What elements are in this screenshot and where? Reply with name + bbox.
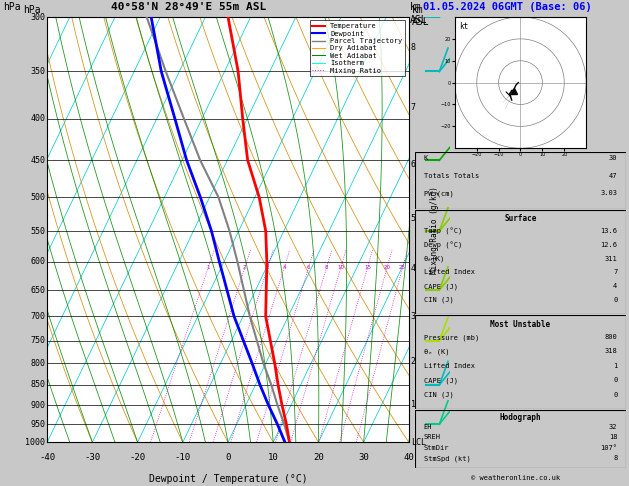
Text: 20: 20 xyxy=(384,265,391,270)
Text: kt: kt xyxy=(459,22,468,31)
Text: -40: -40 xyxy=(39,453,55,462)
Text: StmDir: StmDir xyxy=(423,445,449,451)
Text: 7: 7 xyxy=(411,104,416,112)
Text: EH: EH xyxy=(423,423,432,430)
Text: 3.03: 3.03 xyxy=(601,191,618,196)
Text: 350: 350 xyxy=(30,67,45,76)
Text: Lifted Index: Lifted Index xyxy=(423,363,474,369)
Text: 20: 20 xyxy=(313,453,324,462)
Text: 2: 2 xyxy=(243,265,247,270)
Legend: Temperature, Dewpoint, Parcel Trajectory, Dry Adiabat, Wet Adiabat, Isotherm, Mi: Temperature, Dewpoint, Parcel Trajectory… xyxy=(309,20,405,76)
Text: Mixing Ratio (g/kg): Mixing Ratio (g/kg) xyxy=(430,186,438,274)
Text: 0: 0 xyxy=(613,392,618,398)
Text: 800: 800 xyxy=(30,359,45,368)
Text: 850: 850 xyxy=(30,381,45,389)
Text: hPa: hPa xyxy=(3,2,21,13)
Text: 1: 1 xyxy=(411,400,416,409)
Text: θₑ (K): θₑ (K) xyxy=(423,348,449,355)
Text: 700: 700 xyxy=(30,312,45,321)
Text: 8: 8 xyxy=(411,43,416,52)
Text: 7: 7 xyxy=(613,269,618,276)
Text: 47: 47 xyxy=(609,173,618,179)
Text: SREH: SREH xyxy=(423,434,440,440)
Text: CIN (J): CIN (J) xyxy=(423,392,454,398)
Text: 500: 500 xyxy=(30,193,45,202)
Text: 01.05.2024 06GMT (Base: 06): 01.05.2024 06GMT (Base: 06) xyxy=(423,2,591,13)
Text: 40°58'N 28°49'E 55m ASL: 40°58'N 28°49'E 55m ASL xyxy=(111,2,266,13)
Text: 30: 30 xyxy=(609,155,618,161)
Text: 950: 950 xyxy=(30,419,45,429)
Text: 4: 4 xyxy=(282,265,286,270)
Text: CAPE (J): CAPE (J) xyxy=(423,377,457,383)
Text: 10: 10 xyxy=(337,265,344,270)
Text: 10: 10 xyxy=(268,453,279,462)
Text: 1: 1 xyxy=(206,265,210,270)
Text: 750: 750 xyxy=(30,336,45,345)
Text: 5: 5 xyxy=(411,213,416,223)
Text: 30: 30 xyxy=(359,453,369,462)
Text: ASL: ASL xyxy=(412,17,430,27)
Text: 400: 400 xyxy=(30,114,45,123)
Text: km: km xyxy=(412,4,424,15)
Text: 8: 8 xyxy=(613,455,618,461)
Text: Surface: Surface xyxy=(504,214,537,224)
Text: 13.6: 13.6 xyxy=(601,228,618,234)
Text: 900: 900 xyxy=(30,400,45,410)
Text: Dewpoint / Temperature (°C): Dewpoint / Temperature (°C) xyxy=(148,474,308,484)
Text: 650: 650 xyxy=(30,286,45,295)
Text: 8: 8 xyxy=(325,265,328,270)
Text: LCL: LCL xyxy=(411,438,426,447)
Text: Totals Totals: Totals Totals xyxy=(423,173,479,179)
Text: 6: 6 xyxy=(307,265,310,270)
Text: -10: -10 xyxy=(175,453,191,462)
Text: hPa: hPa xyxy=(23,4,41,15)
Text: -20: -20 xyxy=(130,453,146,462)
Text: Hodograph: Hodograph xyxy=(499,413,542,422)
Text: θₑ(K): θₑ(K) xyxy=(423,256,445,262)
Text: CIN (J): CIN (J) xyxy=(423,297,454,303)
Text: 3: 3 xyxy=(411,312,416,321)
Text: 1: 1 xyxy=(613,363,618,369)
Text: 3: 3 xyxy=(266,265,269,270)
Text: 550: 550 xyxy=(30,226,45,236)
Text: km: km xyxy=(409,2,421,13)
Text: 4: 4 xyxy=(613,283,618,289)
Text: Dewp (°C): Dewp (°C) xyxy=(423,242,462,249)
Text: 40: 40 xyxy=(403,453,415,462)
Text: 107°: 107° xyxy=(601,445,618,451)
Text: 600: 600 xyxy=(30,257,45,266)
Text: 318: 318 xyxy=(604,348,618,354)
Text: 32: 32 xyxy=(609,423,618,430)
Text: PW (cm): PW (cm) xyxy=(423,191,454,197)
Text: StmSpd (kt): StmSpd (kt) xyxy=(423,455,470,462)
Text: 311: 311 xyxy=(604,256,618,261)
Text: ASL: ASL xyxy=(409,15,427,25)
Text: 0: 0 xyxy=(225,453,231,462)
Text: 450: 450 xyxy=(30,156,45,165)
Text: 0: 0 xyxy=(613,297,618,303)
Text: K: K xyxy=(423,155,428,161)
Text: 15: 15 xyxy=(364,265,371,270)
Text: 25: 25 xyxy=(399,265,406,270)
Text: Temp (°C): Temp (°C) xyxy=(423,228,462,235)
Text: 0: 0 xyxy=(613,377,618,383)
Text: Lifted Index: Lifted Index xyxy=(423,269,474,276)
Text: CAPE (J): CAPE (J) xyxy=(423,283,457,290)
Text: 2: 2 xyxy=(411,357,416,366)
Text: 4: 4 xyxy=(411,264,416,273)
Text: 6: 6 xyxy=(411,160,416,170)
Text: 800: 800 xyxy=(604,334,618,340)
Text: © weatheronline.co.uk: © weatheronline.co.uk xyxy=(471,475,560,481)
Text: 1000: 1000 xyxy=(25,438,45,447)
Text: 300: 300 xyxy=(30,13,45,21)
Text: 12.6: 12.6 xyxy=(601,242,618,248)
Text: -30: -30 xyxy=(84,453,101,462)
Text: Pressure (mb): Pressure (mb) xyxy=(423,334,479,341)
Text: Most Unstable: Most Unstable xyxy=(491,320,550,329)
Text: 18: 18 xyxy=(609,434,618,440)
